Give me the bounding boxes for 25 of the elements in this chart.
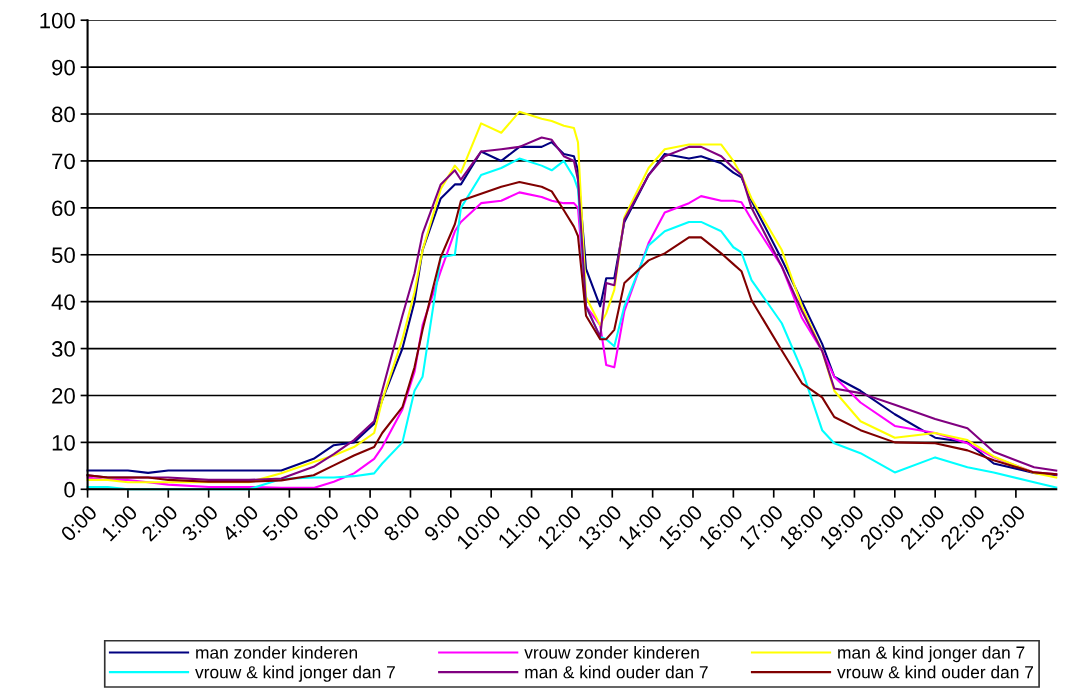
x-tick-label: 3:00 <box>180 504 219 543</box>
y-tick-label: 40 <box>51 294 75 310</box>
y-tick-label: 70 <box>52 153 75 170</box>
legend-label: vrouw & kind jonger dan 7 <box>195 665 395 682</box>
legend-label: vrouw zonder kinderen <box>524 645 699 659</box>
x-tick-label: 5:00 <box>261 504 300 543</box>
y-tick-label: 0 <box>64 481 75 498</box>
y-tick-label: 10 <box>52 434 75 451</box>
y-tick-label: 100 <box>40 12 75 29</box>
x-tick-label: 0:00 <box>59 504 98 543</box>
y-tick-label: 60 <box>52 200 75 217</box>
legend-label: man zonder kinderen <box>196 645 357 659</box>
legend-label: man & kind ouder dan 7 <box>525 665 708 679</box>
x-tick-label: 8:00 <box>382 504 421 543</box>
legend-label: man & kind jonger dan 7 <box>838 645 1025 663</box>
y-tick-label: 90 <box>52 59 75 76</box>
legend-label: vrouw & kind ouder dan 7 <box>837 665 1034 679</box>
y-tick-label: 50 <box>51 247 75 264</box>
x-tick-label: 4:00 <box>221 504 260 543</box>
y-tick-label: 30 <box>51 341 75 357</box>
x-tick-label: 7:00 <box>342 504 381 542</box>
y-tick-label: 20 <box>52 388 75 404</box>
x-tick-label: 1:00 <box>100 504 139 542</box>
x-tick-label: 6:00 <box>302 504 340 542</box>
y-tick-label: 80 <box>52 106 75 123</box>
